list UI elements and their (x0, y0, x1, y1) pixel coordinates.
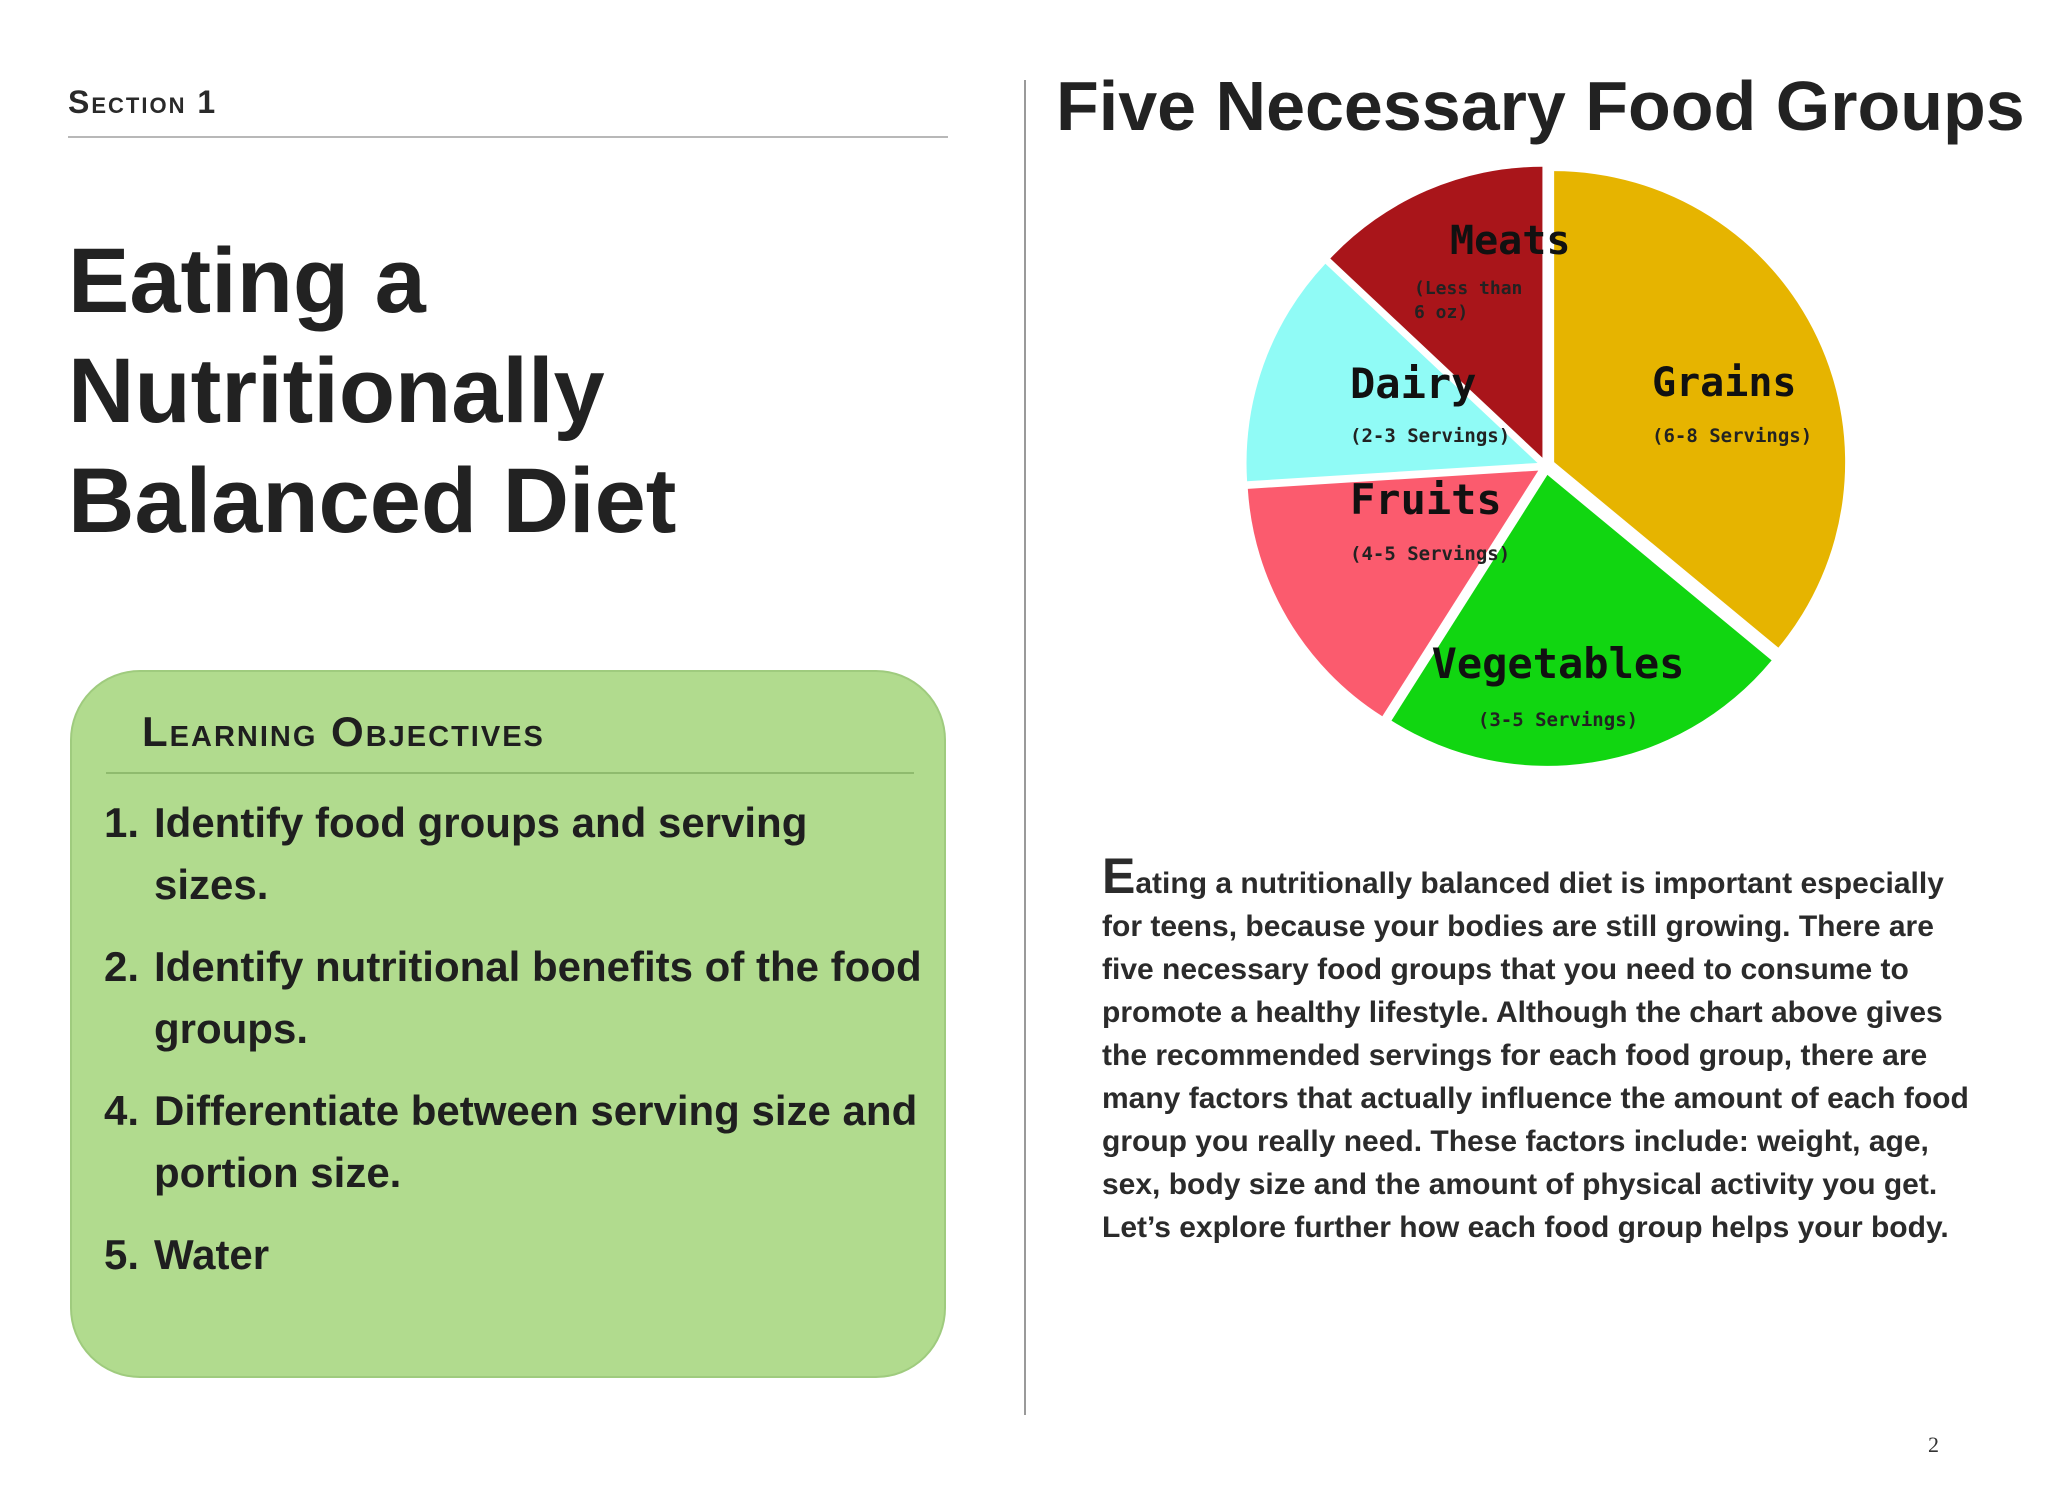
pie-slice-fruits (1247, 470, 1539, 717)
body-paragraph: Eating a nutritionally balanced diet is … (1102, 851, 1992, 1249)
pie-slice-meats (1330, 166, 1543, 458)
page-title-line-3: Balanced Diet (68, 450, 677, 552)
slice-sublabel-meats-line-1: (Less than (1414, 278, 1522, 299)
slice-sublabel-vegetables: (3-5 Servings) (1478, 709, 1638, 731)
page-title-line-2: Nutritionally (68, 340, 605, 442)
slice-label-vegetables: Vegetables (1432, 639, 1685, 688)
pie-slice-dairy (1246, 263, 1538, 482)
chart-title: Five Necessary Food Groups (1056, 67, 2025, 145)
objective-item: 5. Water (104, 1224, 924, 1286)
drop-cap: E (1102, 848, 1136, 904)
learning-objectives-heading: Learning Objectives (142, 708, 545, 755)
slice-sublabel-meats-line-2: 6 oz) (1414, 302, 1468, 323)
objective-text: Identify nutritional benefits of the foo… (154, 943, 922, 1052)
objective-number: 5. (104, 1231, 140, 1278)
page-title-line-1: Eating a (68, 230, 426, 332)
pie-slice-vegetables (1391, 474, 1772, 766)
objectives-list: 1. Identify food groups and serving size… (104, 792, 924, 1306)
pie-chart-svg: Grains (6-8 Servings) Vegetables (3-5 Servi… (1246, 166, 1846, 766)
slice-label-dairy: Dairy (1350, 359, 1476, 408)
learning-objectives-box: Learning Objectives 1. Identify food gro… (70, 670, 946, 1378)
slice-sublabel-dairy: (2-3 Servings) (1350, 425, 1510, 447)
section-label: Section 1 (68, 84, 218, 120)
section-divider (68, 136, 948, 138)
slice-label-fruits: Fruits (1350, 475, 1502, 524)
objective-text: Differentiate between serving size and p… (154, 1087, 918, 1196)
body-paragraph-text: ating a nutritionally balanced diet is i… (1102, 867, 1969, 1244)
page-title: Eating a Nutritionally Balanced Diet (68, 226, 868, 556)
objective-item: 2. Identify nutritional benefits of the … (104, 936, 924, 1060)
objective-item: 4. Differentiate between serving size an… (104, 1080, 924, 1204)
objective-number: 4. (104, 1087, 140, 1134)
slice-sublabel-grains: (6-8 Servings) (1652, 425, 1812, 447)
objective-text: Water (154, 1231, 270, 1278)
learning-objectives-divider (106, 772, 914, 774)
page-number: 2 (1928, 1432, 1939, 1457)
slice-label-meats: Meats (1450, 218, 1570, 264)
objective-number: 2. (104, 943, 140, 990)
objective-item: 1. Identify food groups and serving size… (104, 792, 924, 916)
objective-number: 1. (104, 799, 140, 846)
food-groups-pie-chart: Grains (6-8 Servings) Vegetables (3-5 Servi… (1240, 166, 1850, 766)
slice-sublabel-fruits: (4-5 Servings) (1350, 543, 1510, 565)
slice-label-grains: Grains (1652, 360, 1797, 406)
objective-text: Identify food groups and serving sizes. (154, 799, 808, 908)
column-divider (1024, 80, 1026, 1415)
pie-slice-grains (1554, 171, 1846, 648)
